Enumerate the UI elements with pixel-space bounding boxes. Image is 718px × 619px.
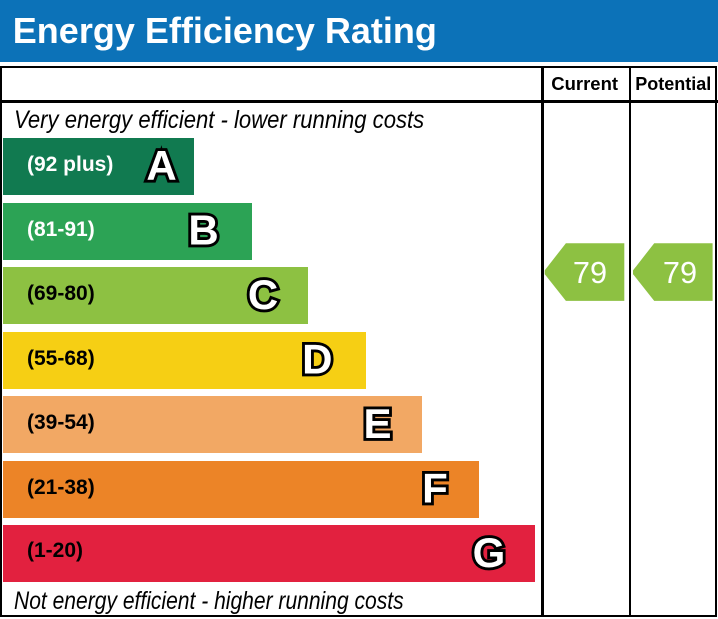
svg-text:E: E <box>363 400 391 447</box>
svg-text:A: A <box>146 142 176 189</box>
svg-text:G: G <box>473 529 506 576</box>
svg-text:B: B <box>188 206 218 253</box>
svg-text:79: 79 <box>663 255 697 290</box>
svg-text:79: 79 <box>573 255 607 290</box>
svg-text:D: D <box>302 336 332 383</box>
svg-text:C: C <box>248 271 278 318</box>
svg-text:F: F <box>422 464 448 511</box>
